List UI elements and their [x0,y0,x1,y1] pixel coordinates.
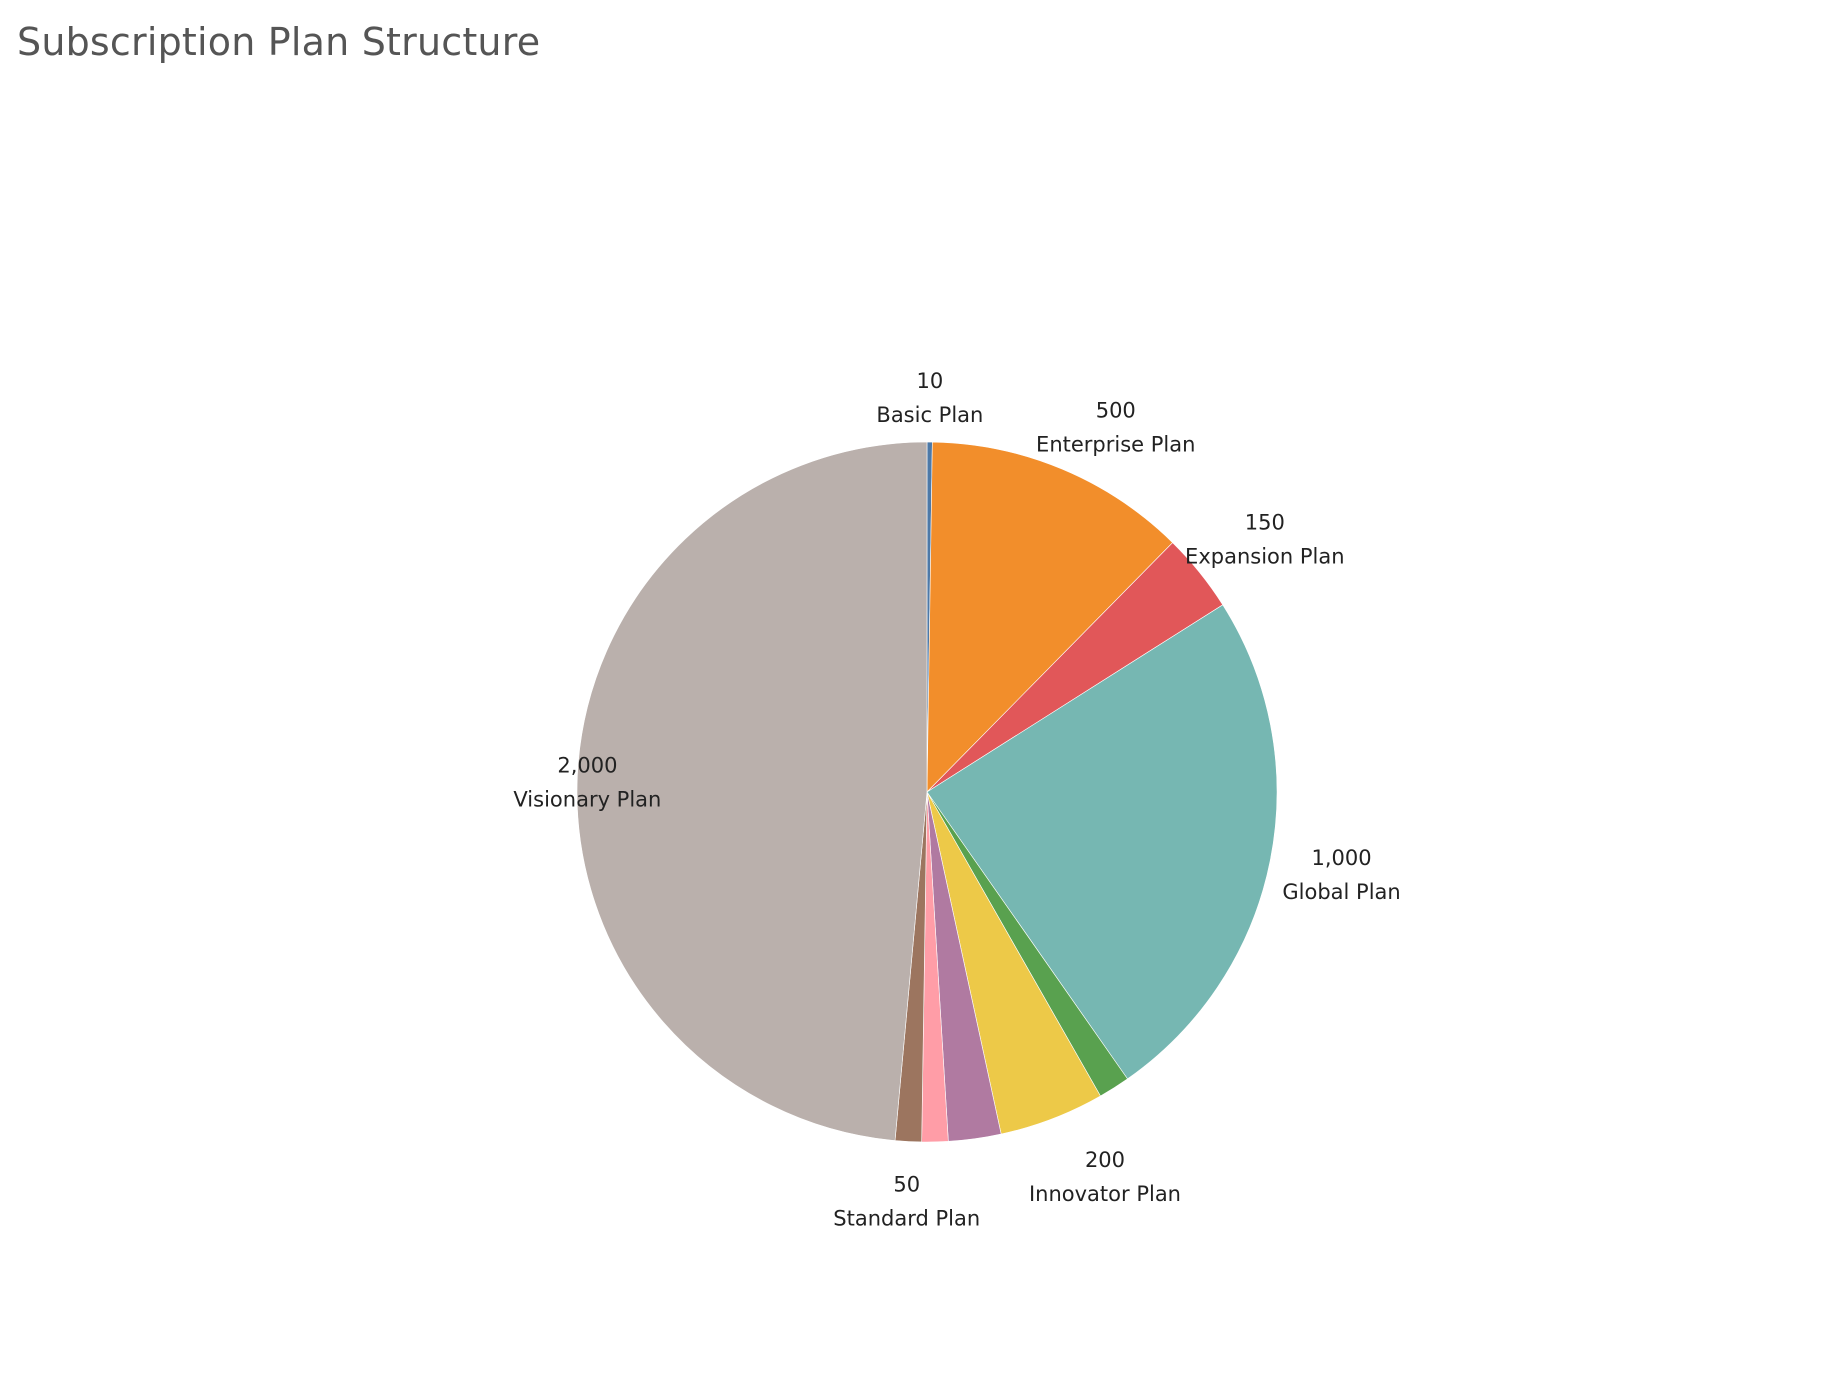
data-label-value-global-plan: 1,000 [1311,846,1371,870]
data-label-value-visionary-plan: 2,000 [557,754,617,778]
pie-labels: 10 Basic Plan 500 Enterprise Plan 150 Expansi… [513,369,1400,1230]
data-label-category-expansion-plan: Expansion Plan [1185,544,1345,568]
data-label-category-global-plan: Global Plan [1282,880,1400,904]
data-label-category-basic-plan: Basic Plan [876,403,983,427]
data-label-category-visionary-plan: Visionary Plan [513,788,661,812]
data-label-category-standard-plan: Standard Plan [833,1206,980,1230]
pie-slice-visionary-plan [576,441,928,1141]
data-label-category-enterprise-plan: Enterprise Plan [1036,432,1195,456]
data-label-value-standard-plan: 50 [893,1172,920,1196]
data-label-value-enterprise-plan: 500 [1096,398,1136,422]
data-label-value-expansion-plan: 150 [1245,510,1285,534]
pie-slices [576,441,1278,1143]
data-label-value-basic-plan: 10 [917,369,944,393]
data-label-category-innovator-plan: Innovator Plan [1029,1182,1181,1206]
data-label-value-innovator-plan: 200 [1085,1148,1125,1172]
pie-slice-global-plan [926,604,1278,1080]
pie-slice-enterprise-plan [926,441,1174,793]
chart-title: Subscription Plan Structure [17,20,541,64]
